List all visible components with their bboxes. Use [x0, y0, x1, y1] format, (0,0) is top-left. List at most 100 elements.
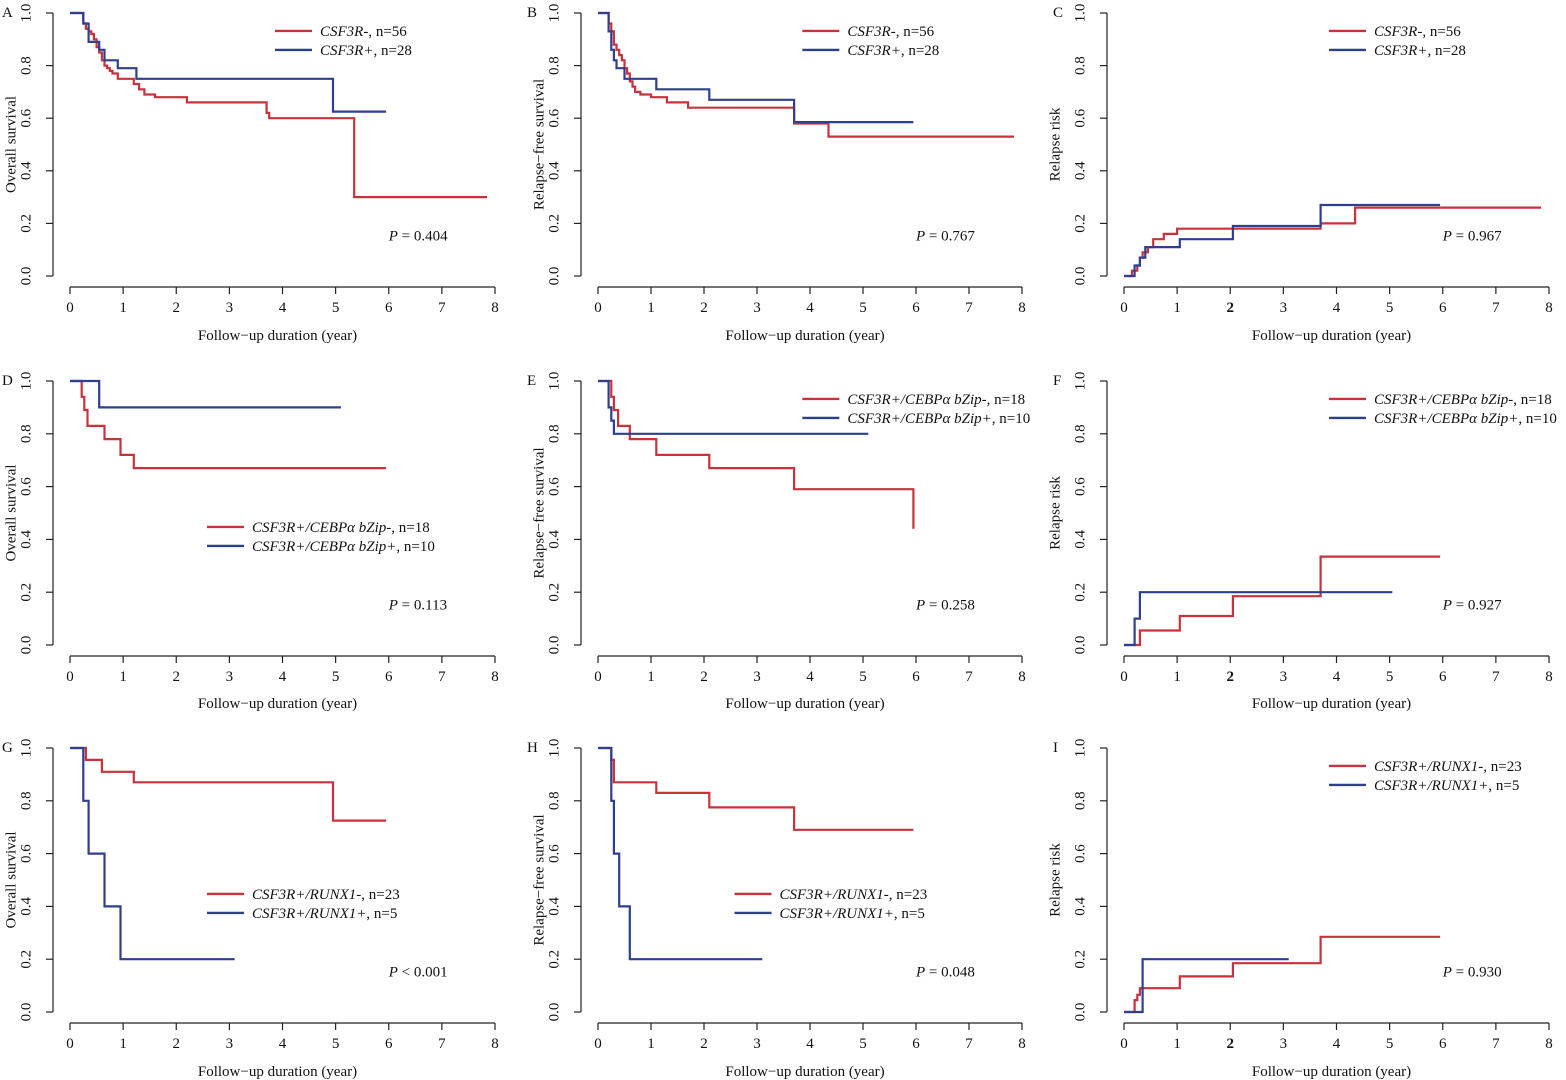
legend-entry: CSF3R+/RUNX1-, n=23: [780, 887, 928, 903]
x-tick-label: 6: [912, 1036, 920, 1052]
legend-entry: CSF3R+/CEBPα bZip+, n=10: [1374, 411, 1557, 427]
legend-n: , n=23: [889, 887, 927, 903]
y-tick-label: 0.6: [18, 477, 34, 496]
x-tick-label: 3: [753, 669, 761, 685]
km-curve-blue: [598, 11, 914, 124]
y-tick-label: 0.4: [1072, 530, 1088, 549]
x-tick-label: 4: [1333, 1036, 1341, 1052]
y-tick-label: 0.2: [1072, 950, 1088, 969]
x-tick-label: 3: [753, 300, 761, 316]
panel-letter: H: [527, 740, 538, 756]
y-tick-label: 0.4: [1072, 161, 1088, 180]
x-tick-label: 0: [1120, 669, 1128, 685]
p-value: P = 0.930: [1442, 964, 1502, 980]
legend-entry: CSF3R-, n=56: [1374, 24, 1461, 40]
p-number: = 0.967: [1452, 228, 1502, 244]
y-tick-label: 0.6: [18, 108, 34, 127]
x-axis-label: Follow−up duration (year): [1252, 1064, 1411, 1080]
legend-gene: CSF3R+/CEBPα bZip-: [1374, 392, 1513, 408]
x-tick-label: 5: [1386, 669, 1394, 685]
x-tick-label: 5: [859, 1036, 867, 1052]
y-tick-label: 1.0: [546, 372, 562, 391]
x-tick-label: 1: [647, 300, 655, 316]
x-axis-label: Follow−up duration (year): [1252, 328, 1411, 344]
panel-e: E 0 1 2 3 4 5 6 7 8 Follow−up duration (year) 0.0 0.…: [527, 372, 1030, 712]
y-tick-label: 0.6: [546, 844, 562, 863]
x-tick-label: 8: [491, 669, 499, 685]
km-curve-blue: [1124, 591, 1393, 647]
km-curve-red: [598, 746, 914, 831]
x-tick-label: 4: [806, 300, 814, 316]
legend-n: , n=10: [1518, 411, 1556, 427]
p-label: P: [1442, 964, 1452, 980]
x-tick-label: 3: [226, 669, 234, 685]
y-tick-label: 0.2: [1072, 583, 1088, 602]
km-curve-red: [598, 11, 1014, 138]
y-tick-label: 0.8: [18, 424, 34, 443]
x-tick-label: 2: [1227, 300, 1235, 316]
y-tick-label: 0.6: [1072, 844, 1088, 863]
p-number: = 0.113: [398, 597, 447, 613]
panel-letter: A: [2, 5, 13, 21]
legend-entry: CSF3R+, n=28: [847, 43, 939, 59]
x-tick-label: 1: [647, 669, 655, 685]
legend-n: , n=10: [396, 539, 434, 555]
x-tick-label: 4: [806, 669, 814, 685]
x-tick-label: 3: [753, 1036, 761, 1052]
legend-entry: CSF3R+/RUNX1+, n=5: [252, 906, 397, 922]
km-curve-blue: [1124, 958, 1289, 1014]
x-tick-label: 4: [279, 669, 287, 685]
x-axis-label: Follow−up duration (year): [198, 328, 357, 344]
x-tick-label: 8: [1545, 669, 1553, 685]
x-tick-label: 6: [385, 300, 393, 316]
x-axis-label: Follow−up duration (year): [198, 1064, 357, 1080]
y-tick-label: 0.6: [546, 108, 562, 127]
x-tick-label: 4: [806, 1036, 814, 1052]
y-tick-label: 0.0: [18, 267, 34, 286]
x-tick-label: 7: [965, 669, 973, 685]
x-tick-label: 2: [173, 300, 181, 316]
x-axis-label: Follow−up duration (year): [198, 696, 357, 712]
y-tick-label: 0.0: [1072, 267, 1088, 286]
y-tick-label: 0.2: [18, 583, 34, 602]
x-tick-label: 0: [66, 669, 74, 685]
x-tick-label: 0: [66, 1036, 74, 1052]
y-tick-label: 0.8: [1072, 424, 1088, 443]
km-curve-red: [70, 379, 387, 470]
y-tick-label: 0.6: [546, 477, 562, 496]
km-curve-red: [70, 11, 487, 199]
legend: CSF3R+/RUNX1-, n=23 CSF3R+/RUNX1+, n=5: [207, 887, 400, 922]
legend: CSF3R+/RUNX1-, n=23 CSF3R+/RUNX1+, n=5: [734, 887, 928, 922]
y-tick-label: 0.8: [18, 56, 34, 75]
x-tick-label: 0: [594, 1036, 602, 1052]
y-tick-label: 1.0: [18, 372, 34, 391]
legend-n: , n=5: [894, 906, 925, 922]
x-tick-label: 5: [332, 300, 340, 316]
x-tick-label: 5: [332, 1036, 340, 1052]
y-tick-label: 0.4: [546, 530, 562, 549]
km-curve-blue: [598, 379, 869, 435]
x-tick-label: 7: [438, 1036, 446, 1052]
x-tick-label: 1: [1173, 1036, 1181, 1052]
y-tick-label: 0.2: [18, 950, 34, 969]
legend-entry: CSF3R+/CEBPα bZip-, n=18: [1374, 392, 1552, 408]
legend-entry: CSF3R+/CEBPα bZip-, n=18: [252, 520, 430, 536]
x-tick-label: 4: [1333, 669, 1341, 685]
x-axis-label: Follow−up duration (year): [1252, 696, 1411, 712]
legend-gene: CSF3R+/CEBPα bZip-: [847, 392, 986, 408]
y-tick-label: 0.2: [546, 583, 562, 602]
km-curve-blue: [1124, 203, 1441, 278]
panel-c: C 0 1 2 3 4 5 6 7 8 Follow−up duration (year) 0.0 0.…: [1047, 4, 1552, 344]
y-tick-label: 1.0: [18, 739, 34, 758]
x-tick-label: 2: [700, 669, 708, 685]
x-axis-label: Follow−up duration (year): [725, 696, 884, 712]
p-label: P: [915, 597, 925, 613]
x-tick-label: 7: [965, 1036, 973, 1052]
p-label: P: [388, 597, 398, 613]
legend-n: , n=5: [366, 906, 397, 922]
legend-gene: CSF3R+: [1374, 43, 1427, 59]
y-tick-label: 0.0: [546, 1003, 562, 1022]
y-axis-label: Overall survival: [3, 96, 19, 193]
legend-n: , n=10: [992, 411, 1030, 427]
